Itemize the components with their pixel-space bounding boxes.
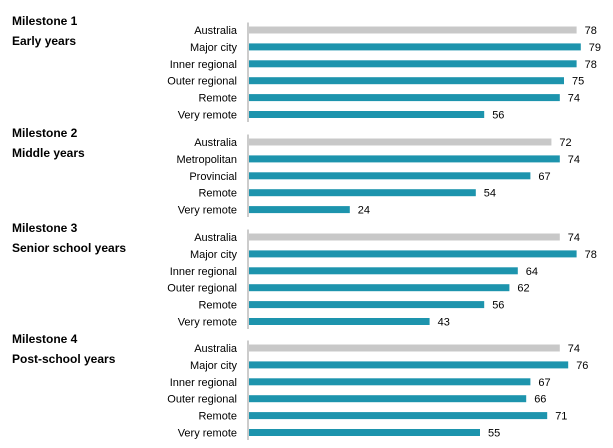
category-label: Australia: [194, 343, 238, 355]
value-label: 71: [555, 411, 567, 423]
region-bar: [249, 94, 560, 102]
category-label: Major city: [190, 360, 238, 372]
category-label: Remote: [198, 188, 237, 200]
value-label: 56: [492, 300, 504, 312]
value-label: 74: [568, 93, 580, 105]
region-bar: [249, 250, 577, 258]
category-label: Very remote: [178, 110, 237, 122]
value-label: 55: [488, 428, 500, 440]
value-label: 56: [492, 110, 504, 122]
region-bar: [249, 361, 569, 369]
category-label: Australia: [194, 232, 238, 244]
milestone-group: Milestone 1 Early years Australia 78 Major c…: [12, 14, 601, 122]
value-label: 78: [585, 59, 597, 71]
value-label: 64: [526, 266, 538, 278]
value-label: 79: [589, 42, 601, 54]
value-label: 74: [568, 232, 580, 244]
category-label: Australia: [194, 137, 238, 149]
benchmark-bar: [249, 26, 577, 34]
region-bar: [249, 378, 531, 386]
category-label: Outer regional: [167, 394, 237, 406]
category-label: Major city: [190, 42, 238, 54]
group-title-line1: Milestone 3: [12, 221, 78, 235]
value-label: 67: [538, 377, 550, 389]
region-bar: [249, 301, 485, 309]
category-label: Major city: [190, 249, 238, 261]
category-label: Very remote: [178, 317, 237, 329]
region-bar: [249, 43, 581, 51]
category-label: Provincial: [189, 171, 237, 183]
category-label: Remote: [198, 411, 237, 423]
group-title-line2: Early years: [12, 34, 76, 48]
region-bar: [249, 111, 485, 118]
benchmark-bar: [249, 233, 560, 241]
category-label: Very remote: [178, 205, 237, 217]
value-label: 43: [438, 317, 450, 329]
region-bar: [249, 189, 476, 197]
group-title-line2: Middle years: [12, 146, 85, 160]
value-label: 78: [585, 249, 597, 261]
category-label: Very remote: [178, 428, 237, 440]
region-bar: [249, 284, 510, 292]
category-label: Australia: [194, 25, 238, 37]
value-label: 75: [572, 76, 584, 88]
value-label: 74: [568, 343, 580, 355]
region-bar: [249, 267, 518, 275]
value-label: 24: [358, 205, 370, 217]
value-label: 74: [568, 154, 580, 166]
category-label: Metropolitan: [176, 154, 237, 166]
milestone-group: Milestone 2 Middle years Australia 72 Metrop…: [12, 126, 580, 218]
value-label: 62: [517, 283, 529, 295]
benchmark-bar: [249, 138, 552, 146]
category-label: Inner regional: [170, 377, 237, 389]
region-bar: [249, 155, 560, 163]
category-label: Inner regional: [170, 266, 237, 278]
category-label: Inner regional: [170, 59, 237, 71]
region-bar: [249, 395, 527, 403]
value-label: 67: [538, 171, 550, 183]
chart-groups: Milestone 1 Early years Australia 78 Major c…: [12, 14, 601, 440]
benchmark-bar: [249, 344, 560, 352]
value-label: 66: [534, 394, 546, 406]
region-bar: [249, 77, 564, 85]
region-bar: [249, 412, 548, 420]
value-label: 72: [559, 137, 571, 149]
value-label: 78: [585, 25, 597, 37]
group-title-line2: Post-school years: [12, 352, 116, 366]
value-label: 54: [484, 188, 496, 200]
category-label: Remote: [198, 300, 237, 312]
milestone-group: Milestone 4 Post-school years Australia 74 M…: [12, 332, 588, 440]
group-title-line1: Milestone 1: [12, 14, 78, 28]
category-label: Outer regional: [167, 76, 237, 88]
region-bar: [249, 429, 480, 436]
category-label: Remote: [198, 93, 237, 105]
milestone-group: Milestone 3 Senior school years Australia 7…: [12, 221, 597, 329]
category-label: Outer regional: [167, 283, 237, 295]
group-title-line2: Senior school years: [12, 241, 126, 255]
group-title-line1: Milestone 2: [12, 126, 78, 140]
group-title-line1: Milestone 4: [12, 332, 78, 346]
region-bar: [249, 206, 350, 214]
region-bar: [249, 318, 430, 325]
region-bar: [249, 172, 531, 180]
region-bar: [249, 60, 577, 68]
value-label: 76: [576, 360, 588, 372]
